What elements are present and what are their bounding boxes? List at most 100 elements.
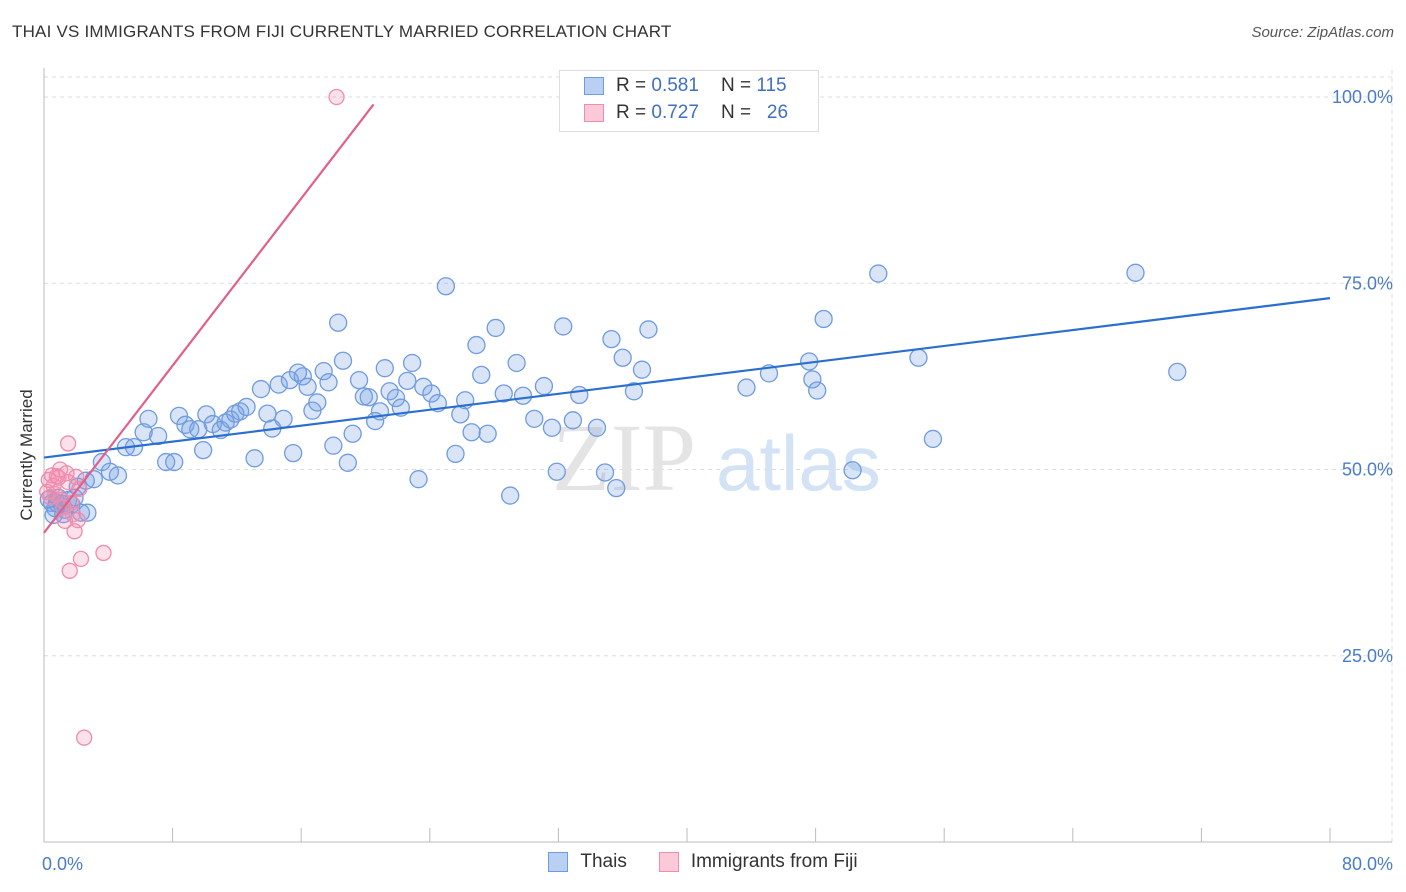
thais-point — [386, 388, 406, 408]
watermark-zip: ZIP — [552, 404, 696, 511]
thais-point — [507, 353, 526, 373]
thais-point — [165, 452, 184, 472]
thais-point — [108, 466, 128, 485]
source-credit: Source: ZipAtlas.com — [1251, 24, 1394, 41]
fiji-legend-swatch — [658, 852, 679, 872]
fiji-legend-label: Immigrants from Fiji — [690, 851, 858, 872]
thais-n-label: N = — [720, 75, 752, 96]
thais-point — [359, 388, 378, 407]
thais-point — [284, 443, 303, 463]
y-tick-label: 100.0% — [1332, 87, 1393, 107]
thais-point — [314, 362, 333, 381]
legend-item-thais[interactable]: Thais — [548, 851, 627, 873]
fiji-n-label: N = — [720, 102, 752, 123]
thais-point — [343, 424, 362, 443]
thais-point — [308, 393, 327, 412]
thais-point — [595, 463, 615, 482]
thais-point — [398, 371, 417, 390]
thais-point — [923, 429, 943, 449]
thais-point — [446, 444, 465, 464]
x-tick-label: 80.0% — [1342, 854, 1393, 874]
thais-point — [587, 418, 607, 437]
thais-point — [513, 386, 533, 405]
thais-point — [293, 367, 312, 386]
thais-legend-label: Thais — [580, 851, 627, 872]
thais-point — [525, 409, 544, 428]
thais-point — [329, 313, 348, 332]
thais-point — [333, 351, 353, 370]
thais-point — [602, 329, 621, 349]
chart-title: THAI VS IMMIGRANTS FROM FIJI CURRENTLY M… — [12, 22, 672, 41]
thais-series — [39, 263, 1187, 525]
thais-point — [501, 486, 520, 505]
thais-point — [251, 379, 271, 399]
thais-point — [237, 397, 256, 417]
thais-point — [193, 440, 213, 460]
fiji-point — [72, 550, 90, 568]
thais-point — [814, 309, 833, 329]
series-legend: Thais Immigrants from Fiji — [0, 851, 1406, 873]
fiji-point — [47, 485, 64, 503]
thais-point — [486, 318, 505, 338]
thais-point — [245, 449, 264, 468]
y-tick-label: 50.0% — [1342, 460, 1393, 480]
thais-swatch — [584, 77, 604, 95]
thais-point — [375, 359, 394, 378]
trendlines — [43, 103, 1331, 534]
thais-point — [563, 411, 583, 430]
thais-point — [84, 470, 103, 489]
fiji-point — [61, 562, 78, 579]
legend-row-thais: R = 0.581 N = 115 — [584, 74, 787, 98]
thais-point — [338, 453, 357, 472]
fiji-point — [42, 488, 59, 506]
watermark-atlas: atlas — [716, 419, 881, 507]
thais-point — [402, 353, 422, 373]
thais-point — [494, 384, 513, 403]
thais-point — [319, 373, 338, 392]
thais-point — [737, 378, 756, 397]
fiji-point — [95, 544, 112, 562]
thais-point — [380, 382, 399, 401]
thais-trendline — [43, 297, 1331, 459]
thais-point — [478, 424, 497, 443]
thais-point — [324, 436, 343, 455]
fiji-swatch — [584, 104, 604, 122]
thais-point — [409, 470, 428, 489]
legend-item-fiji[interactable]: Immigrants from Fiji — [658, 851, 858, 873]
thais-point — [542, 418, 562, 437]
thais-point — [1126, 263, 1145, 282]
x-tick-label: 0.0% — [42, 854, 83, 874]
watermark: ZIP atlas — [552, 404, 881, 511]
thais-r-label: R = — [616, 75, 647, 96]
thais-point — [169, 406, 189, 426]
thais-point — [639, 320, 658, 339]
fiji-point — [76, 729, 93, 746]
thais-n-value: 115 — [756, 75, 787, 96]
thais-point — [467, 335, 486, 355]
thais-point — [803, 370, 822, 389]
fiji-r-label: R = — [616, 102, 647, 123]
thais-point — [534, 376, 554, 396]
fiji-n-value: 26 — [766, 102, 789, 123]
thais-point — [909, 348, 928, 367]
thais-point — [554, 317, 573, 336]
fiji-series — [39, 88, 345, 746]
thais-point — [808, 381, 827, 400]
thais-point — [298, 377, 317, 396]
correlation-legend: R = 0.581 N = 115 R = 0.727 N = 26 — [559, 70, 819, 132]
thais-point — [134, 423, 153, 442]
thais-point — [843, 461, 862, 480]
fiji-trendline — [43, 103, 375, 534]
legend-row-fiji: R = 0.727 N = 26 — [584, 101, 788, 125]
thais-point — [197, 405, 216, 424]
thais-point — [1168, 362, 1187, 382]
thais-legend-swatch — [548, 852, 569, 872]
thais-r-value: 0.581 — [651, 75, 699, 96]
thais-point — [632, 360, 652, 379]
y-tick-label: 75.0% — [1342, 273, 1393, 293]
thais-point — [436, 277, 456, 296]
axes — [43, 68, 1392, 843]
thais-point — [462, 423, 481, 442]
thais-point — [570, 385, 589, 405]
